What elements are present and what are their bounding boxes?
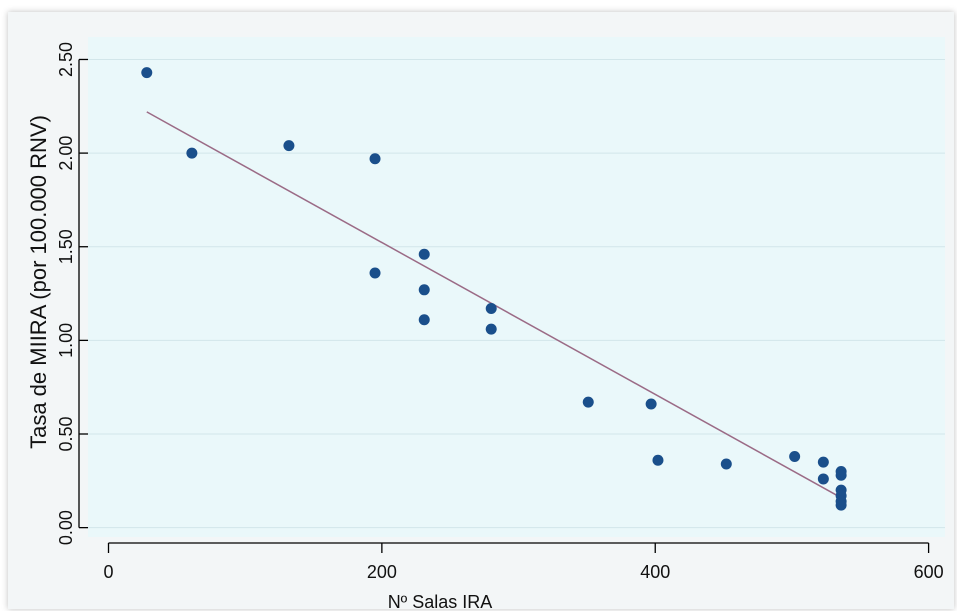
data-point (835, 499, 847, 511)
data-point (652, 454, 664, 466)
data-point (720, 458, 732, 470)
x-tick-label: 600 (914, 562, 944, 582)
data-points (141, 67, 847, 511)
x-tick-label: 200 (367, 562, 397, 582)
data-point (186, 147, 198, 159)
data-point (418, 284, 430, 296)
data-point (418, 314, 430, 326)
axes (78, 58, 930, 553)
data-point (418, 248, 430, 260)
data-point (485, 323, 497, 335)
data-point (789, 450, 801, 462)
data-point (835, 469, 847, 481)
plot-area (88, 37, 945, 537)
data-point (582, 396, 594, 408)
y-axis-label: Tasa de MIIRA (por 100.000 RNV) (26, 115, 51, 449)
data-point (283, 140, 295, 152)
data-point (369, 153, 381, 165)
data-point (817, 473, 829, 485)
tick-labels: 0.00 0.50 1.00 1.50 2.00 2.50 0 200 400 600 (56, 42, 944, 582)
data-point (369, 267, 381, 279)
data-point (645, 398, 657, 410)
x-tick-label: 0 (103, 562, 113, 582)
x-axis-label: Nº Salas IRA (388, 592, 493, 609)
data-point (141, 67, 153, 79)
y-tick-label: 1.50 (56, 229, 76, 264)
scatter-chart: 0.00 0.50 1.00 1.50 2.00 2.50 0 200 400 600 Nº Sa… (26, 37, 945, 609)
data-point (817, 456, 829, 468)
y-tick-label: 0.50 (56, 416, 76, 451)
y-tick-label: 2.50 (56, 42, 76, 77)
y-tick-label: 0.00 (56, 510, 76, 545)
data-point (485, 303, 497, 315)
y-tick-label: 1.00 (56, 323, 76, 358)
x-tick-label: 400 (640, 562, 670, 582)
chart-frame: 0.00 0.50 1.00 1.50 2.00 2.50 0 200 400 600 Nº Sa… (8, 12, 954, 609)
y-tick-label: 2.00 (56, 136, 76, 171)
grid-lines (88, 58, 945, 529)
